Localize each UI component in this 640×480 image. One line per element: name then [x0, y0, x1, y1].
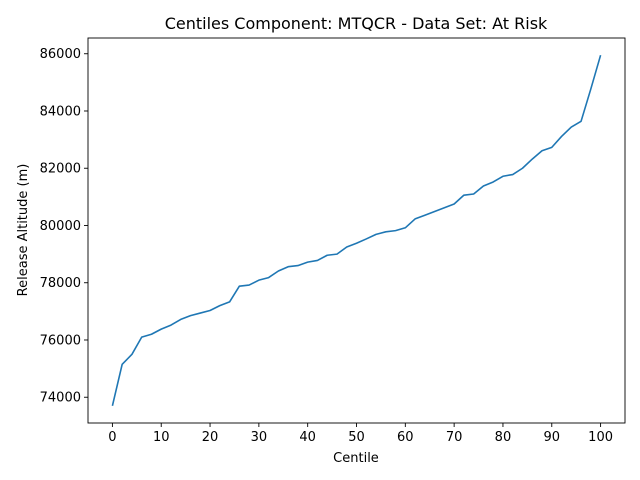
y-tick-label: 74000 [40, 391, 81, 406]
x-axis-label: Centile [333, 451, 379, 466]
x-tick-label: 70 [446, 430, 463, 445]
y-tick-label: 84000 [40, 104, 81, 119]
x-tick-label: 20 [202, 430, 219, 445]
y-tick-label: 80000 [40, 219, 81, 234]
x-tick-label: 100 [588, 430, 613, 445]
y-axis-ticks: 74000 76000 78000 80000 82000 84000 86000 [40, 47, 88, 406]
x-axis-ticks: 0 10 20 30 40 50 60 70 80 90 100 [108, 423, 613, 445]
x-tick-label: 40 [299, 430, 316, 445]
x-tick-label: 0 [108, 430, 116, 445]
y-tick-label: 82000 [40, 162, 81, 177]
x-tick-label: 90 [543, 430, 560, 445]
y-tick-label: 86000 [40, 47, 81, 62]
y-tick-label: 76000 [40, 333, 81, 348]
chart-title: Centiles Component: MTQCR - Data Set: At… [165, 14, 548, 33]
x-tick-label: 30 [251, 430, 268, 445]
series-line [111, 54, 602, 407]
y-axis-label: Release Altitude (m) [16, 164, 31, 297]
x-tick-label: 10 [153, 430, 170, 445]
y-tick-label: 78000 [40, 276, 81, 291]
x-tick-label: 80 [495, 430, 512, 445]
x-tick-label: 60 [397, 430, 414, 445]
plot-frame [87, 37, 626, 424]
x-tick-label: 50 [348, 430, 365, 445]
